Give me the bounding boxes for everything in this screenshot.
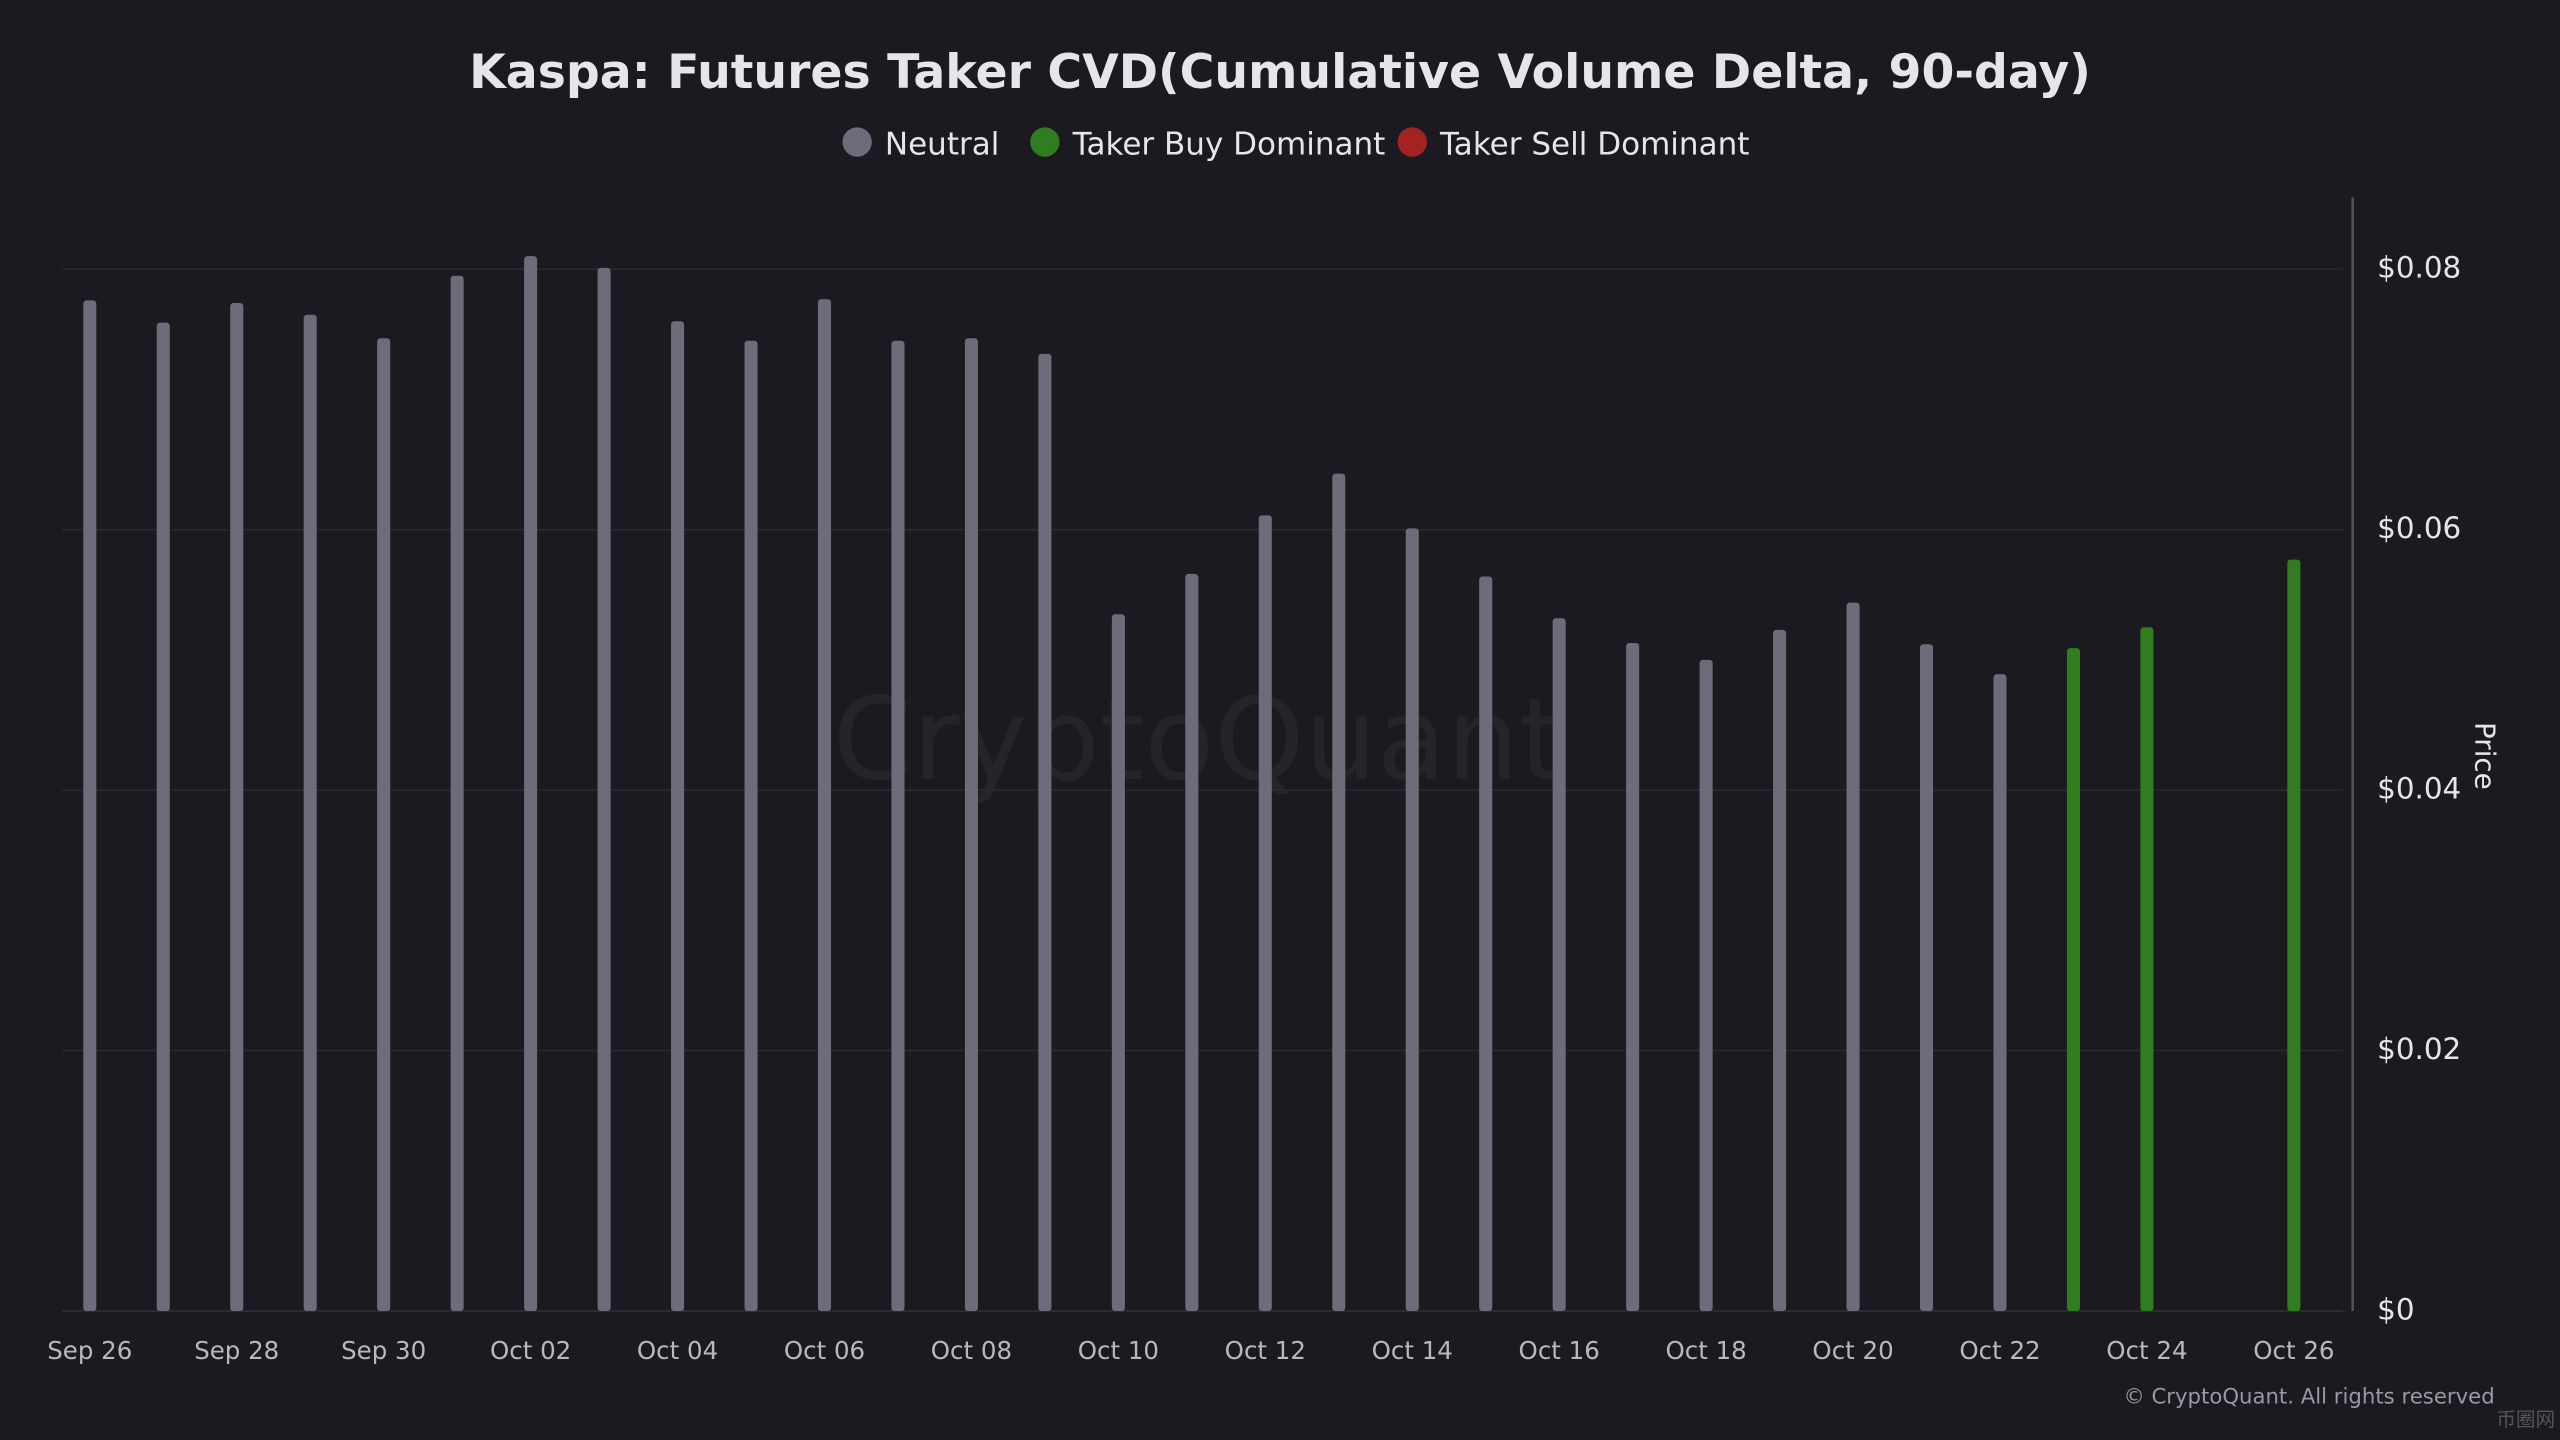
bar: [450, 275, 464, 1312]
legend-label: Neutral: [885, 126, 999, 162]
bar: [1993, 674, 2007, 1312]
bar: [2140, 627, 2154, 1312]
bar: [1185, 573, 1199, 1312]
bar: [303, 314, 317, 1312]
bar: [1846, 602, 1860, 1312]
x-tick-label: Oct 16: [1519, 1336, 1600, 1365]
x-tick-label: Oct 08: [931, 1336, 1012, 1365]
legend-marker: [1030, 127, 1060, 157]
x-tick-label: Oct 26: [2253, 1336, 2334, 1365]
x-tick-label: Sep 28: [194, 1336, 279, 1365]
bar: [1479, 576, 1493, 1312]
bar: [377, 338, 391, 1312]
y-tick-label: $0.02: [2377, 1032, 2461, 1066]
legend-marker: [1397, 127, 1427, 157]
y-tick-label: $0.04: [2377, 772, 2461, 806]
legend-label: Taker Sell Dominant: [1439, 126, 1749, 162]
bar: [744, 340, 758, 1312]
x-tick-label: Oct 14: [1372, 1336, 1453, 1365]
x-tick-label: Oct 02: [490, 1336, 571, 1365]
bar: [597, 267, 611, 1312]
x-tick-label: Oct 12: [1225, 1336, 1306, 1365]
bar: [1699, 659, 1713, 1312]
y-tick-label: $0.08: [2377, 251, 2461, 285]
x-tick-label: Oct 24: [2106, 1336, 2187, 1365]
bar: [1552, 618, 1566, 1312]
x-tick-label: Sep 26: [47, 1336, 132, 1365]
bar: [1258, 515, 1272, 1312]
bar: [1405, 528, 1419, 1312]
x-tick-label: Sep 30: [341, 1336, 426, 1365]
bar: [891, 340, 905, 1312]
bar: [671, 321, 685, 1312]
x-tick-label: Oct 20: [1812, 1336, 1893, 1365]
y-tick-label: $0.06: [2377, 511, 2461, 545]
bar: [1773, 629, 1787, 1312]
bar: [817, 299, 832, 1312]
x-tick-label: Oct 22: [1959, 1336, 2040, 1365]
bar: [1626, 642, 1640, 1312]
x-tick-label: Oct 18: [1666, 1336, 1747, 1365]
x-tick-label: Oct 04: [637, 1336, 718, 1365]
bar: [230, 303, 244, 1312]
legend-marker: [842, 127, 872, 157]
legend-label: Taker Buy Dominant: [1072, 126, 1386, 162]
y-tick-label: $0: [2377, 1293, 2414, 1327]
bar: [83, 300, 97, 1312]
bar: [524, 256, 538, 1312]
footer: © CryptoQuant. All rights reserved: [2124, 1385, 2495, 1410]
corner-logo: 币圈网: [2496, 1408, 2555, 1431]
bar: [1920, 644, 1934, 1312]
chart-title: Kaspa: Futures Taker CVD(Cumulative Volu…: [469, 45, 2091, 100]
y-axis-title: Price: [2468, 722, 2501, 790]
x-tick-label: Oct 06: [784, 1336, 865, 1365]
bar: [2287, 559, 2301, 1312]
bar: [156, 322, 170, 1312]
x-tick-label: Oct 10: [1078, 1336, 1159, 1365]
bar: [1332, 473, 1346, 1312]
bar: [964, 338, 978, 1312]
bar: [2066, 648, 2080, 1312]
bar: [1038, 353, 1052, 1312]
bar: [1111, 614, 1125, 1312]
